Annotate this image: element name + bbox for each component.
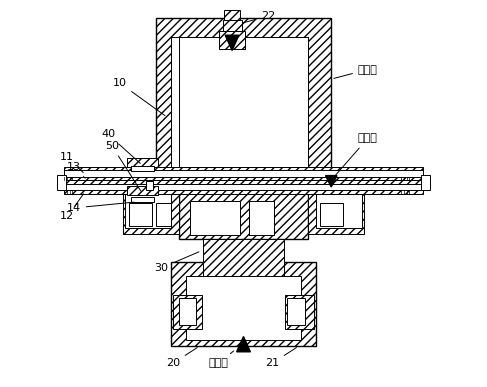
Bar [179,37,308,167]
Bar [223,20,242,31]
Polygon shape [325,176,337,187]
Text: 焊接处: 焊接处 [209,351,234,368]
Bar [127,158,158,167]
Bar [171,262,316,346]
Bar [146,181,153,190]
Text: 大气面: 大气面 [334,65,378,78]
Bar [287,298,304,325]
Text: 50: 50 [105,141,141,191]
Text: 14: 14 [67,202,134,213]
Bar [129,203,152,226]
Bar [285,295,314,329]
Bar [131,197,154,202]
Bar [156,203,171,226]
Bar [421,175,431,190]
Bar [64,170,423,177]
Bar [64,167,423,180]
Polygon shape [225,35,239,50]
Bar [179,186,308,239]
Text: 21: 21 [265,348,297,368]
Bar [179,298,196,325]
Text: 20: 20 [166,348,197,368]
Bar [56,175,66,190]
Bar [156,18,331,186]
Bar [127,186,158,195]
Bar [131,166,154,171]
Bar [219,31,245,48]
Bar [125,194,171,228]
Text: 30: 30 [154,252,199,273]
Bar [171,37,228,182]
Bar [316,194,362,228]
Bar [64,180,423,194]
Bar [204,239,283,293]
Bar [187,276,300,340]
Text: 10: 10 [112,78,165,116]
Text: 11: 11 [60,152,83,173]
Text: 12: 12 [60,194,84,221]
Text: 22: 22 [243,11,275,23]
Bar [173,295,202,329]
Bar [308,188,364,233]
Bar [64,183,423,190]
Bar [190,201,240,235]
Bar [123,188,179,233]
Bar [320,203,343,226]
Text: 13: 13 [67,162,85,178]
Text: 焊接处: 焊接处 [333,133,378,178]
Polygon shape [237,337,250,352]
Text: 40: 40 [101,129,140,163]
Bar [224,10,241,20]
Bar [249,201,274,235]
